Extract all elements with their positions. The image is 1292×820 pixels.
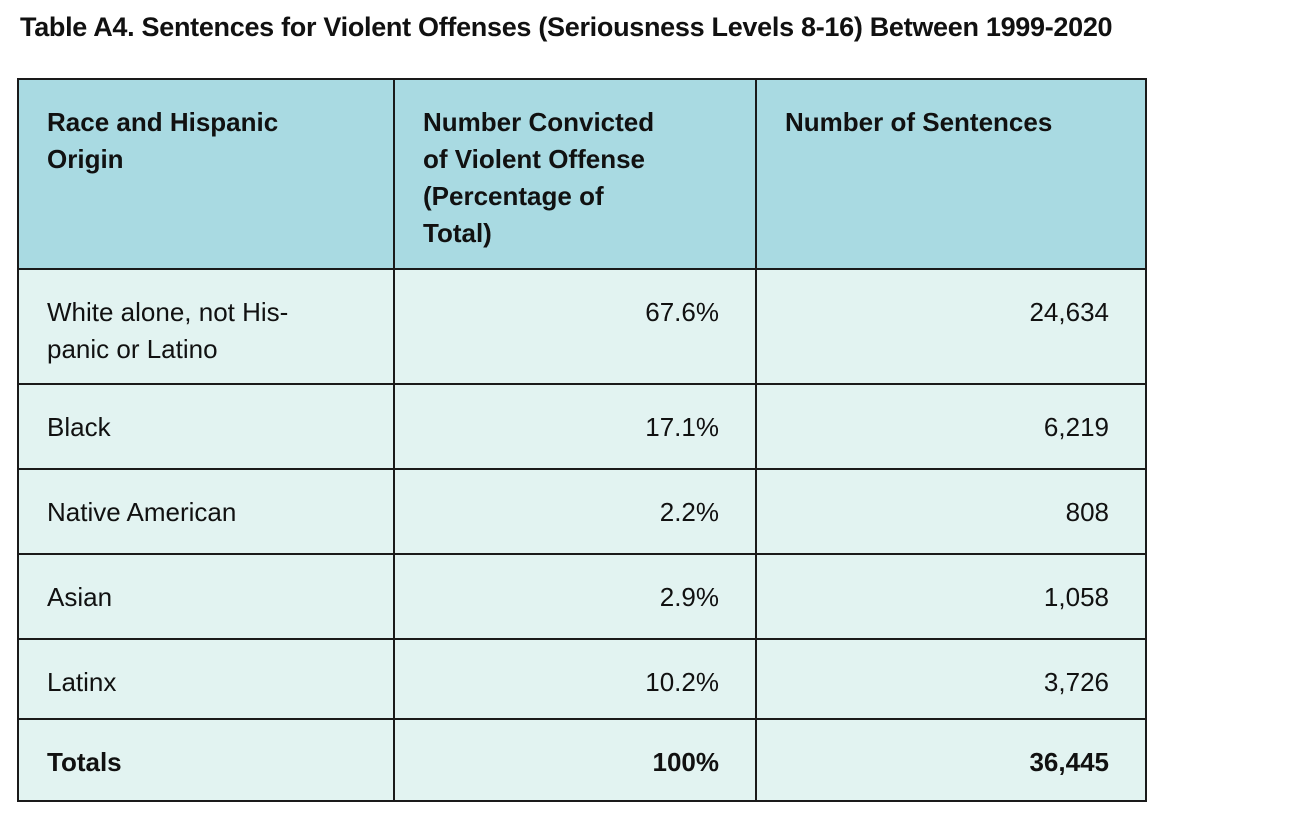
totals-percentage-cell: 100% [393,718,757,802]
race-cell: White alone, not His- panic or Latino [17,268,395,385]
percentage-cell: 67.6% [393,268,757,385]
totals-label-cell: Totals [17,718,395,802]
table-row-totals: Totals 100% 36,445 [17,718,1147,802]
sentences-violent-offenses-table: Race and Hispanic Origin Number Convicte… [17,78,1147,802]
sentences-count-cell: 808 [755,468,1147,555]
race-cell: Native American [17,468,395,555]
sentences-count-cell: 24,634 [755,268,1147,385]
sentences-count-cell: 1,058 [755,553,1147,640]
col-header-number-convicted: Number Convicted of Violent Offense (Per… [393,78,757,270]
percentage-cell: 10.2% [393,638,757,720]
table-row-white: White alone, not His- panic or Latino 67… [17,268,1147,385]
totals-sentences-count-cell: 36,445 [755,718,1147,802]
sentences-count-cell: 6,219 [755,383,1147,470]
col-header-race-origin: Race and Hispanic Origin [17,78,395,270]
header-row: Race and Hispanic Origin Number Convicte… [17,78,1147,270]
col-header-number-sentences: Number of Sentences [755,78,1147,270]
percentage-cell: 17.1% [393,383,757,470]
table-row-asian: Asian 2.9% 1,058 [17,553,1147,640]
table-row-native-american: Native American 2.2% 808 [17,468,1147,555]
percentage-cell: 2.2% [393,468,757,555]
table-row-latinx: Latinx 10.2% 3,726 [17,638,1147,720]
race-cell: Black [17,383,395,470]
percentage-cell: 2.9% [393,553,757,640]
sentences-count-cell: 3,726 [755,638,1147,720]
table-title: Table A4. Sentences for Violent Offenses… [20,12,1113,42]
race-cell: Asian [17,553,395,640]
race-cell: Latinx [17,638,395,720]
table-row-black: Black 17.1% 6,219 [17,383,1147,470]
